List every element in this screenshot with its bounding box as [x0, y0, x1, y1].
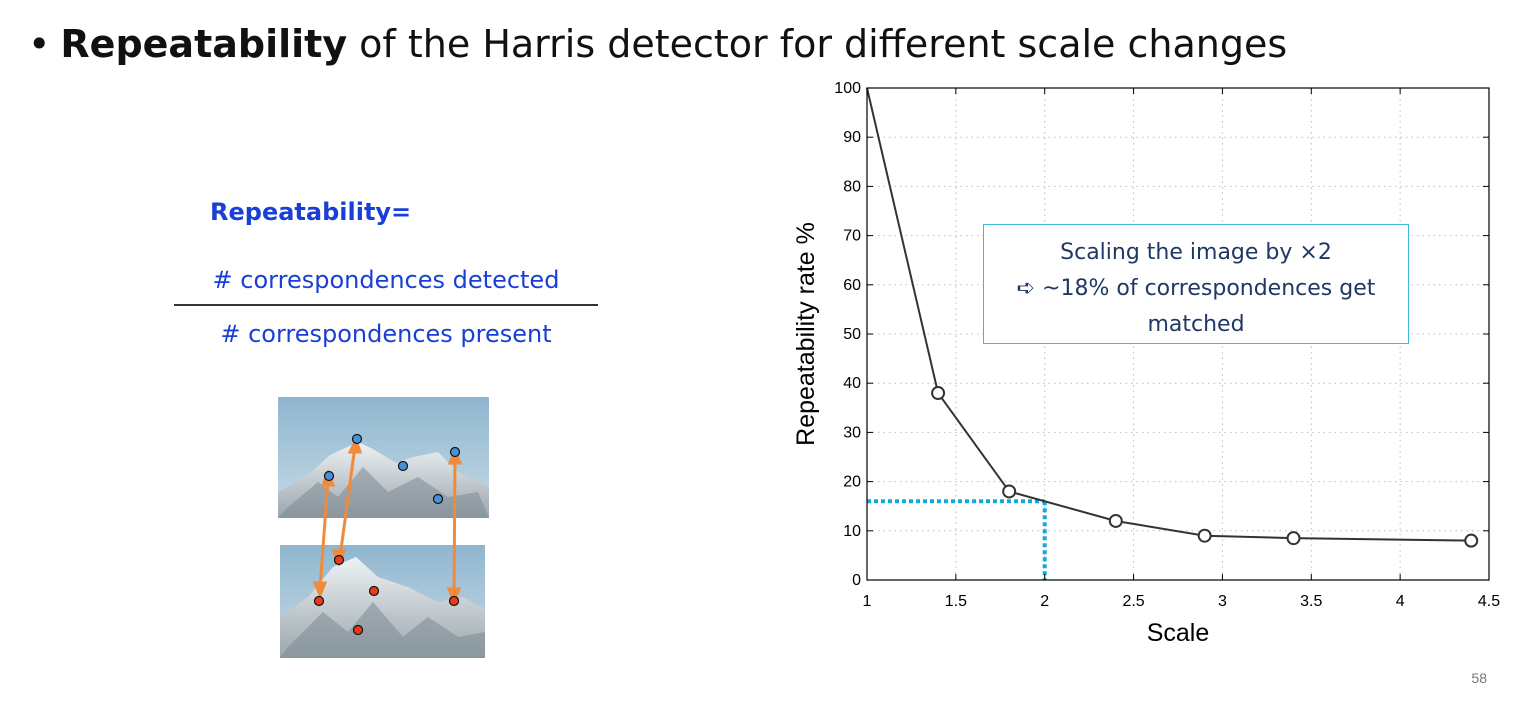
x-tick-label: 1	[863, 593, 872, 610]
y-tick-label: 90	[843, 129, 861, 146]
y-tick-label: 70	[843, 228, 861, 245]
y-tick-label: 0	[852, 572, 861, 589]
fraction-bar	[174, 304, 598, 306]
blue-keypoints	[323, 433, 461, 505]
x-tick-label: 3.5	[1300, 593, 1322, 610]
y-tick-label: 50	[843, 326, 861, 343]
chart-series	[866, 87, 1479, 548]
y-tick-label: 40	[843, 375, 861, 392]
data-point	[1464, 533, 1479, 548]
data-point	[1108, 513, 1123, 528]
data-point	[931, 386, 946, 401]
title-rest: of the Harris detector for different sca…	[347, 22, 1288, 66]
annotation-line-3: matched	[1147, 312, 1245, 337]
data-point	[1286, 531, 1301, 546]
x-tick-label: 1.5	[945, 593, 967, 610]
x-axis-label: Scale	[1147, 619, 1210, 647]
y-tick-label: 80	[843, 178, 861, 195]
bullet: •	[28, 22, 51, 66]
y-tick-label: 10	[843, 523, 861, 540]
formula-label: Repeatability=	[210, 198, 412, 226]
y-tick-label: 30	[843, 424, 861, 441]
x-tick-label: 4	[1396, 593, 1405, 610]
data-point	[1002, 484, 1017, 499]
mountain-correspondence-image	[278, 397, 489, 658]
y-tick-label: 100	[834, 80, 861, 97]
data-point	[1197, 528, 1212, 543]
fraction-denominator: # correspondences present	[220, 320, 552, 348]
annotation-line-2: ➪ ~18% of correspondences get	[1016, 276, 1376, 301]
annotation-box: Scaling the image by ×2 ➪ ~18% of corres…	[983, 224, 1409, 344]
repeatability-chart: 1 1.5 2 2.5 3 3.5 4 4.5 0 10 20 30 40 50 60 70 80 90 100 S…	[792, 80, 1500, 647]
annotation-line-1: Scaling the image by ×2	[1060, 240, 1332, 265]
x-tick-label: 2.5	[1122, 593, 1144, 610]
y-axis-label: Repeatability rate %	[792, 222, 820, 446]
red-keypoints	[313, 554, 460, 636]
x-tick-label: 2	[1040, 593, 1049, 610]
slide-title: • Repeatability of the Harris detector fo…	[28, 22, 1287, 66]
highlight-guides	[867, 499, 1047, 580]
fraction-numerator: # correspondences detected	[212, 266, 560, 294]
y-tick-label: 60	[843, 277, 861, 294]
x-tick-label: 4.5	[1478, 593, 1500, 610]
repeatability-fraction: # correspondences detected # corresponde…	[174, 262, 598, 352]
x-tick-label: 3	[1218, 593, 1227, 610]
y-tick-label: 20	[843, 474, 861, 491]
chart-ticks: 1 1.5 2 2.5 3 3.5 4 4.5 0 10 20 30 40 50 60 70 80 90 100	[834, 80, 1500, 610]
title-bold: Repeatability	[60, 22, 348, 66]
page-number: 58	[1471, 670, 1487, 686]
